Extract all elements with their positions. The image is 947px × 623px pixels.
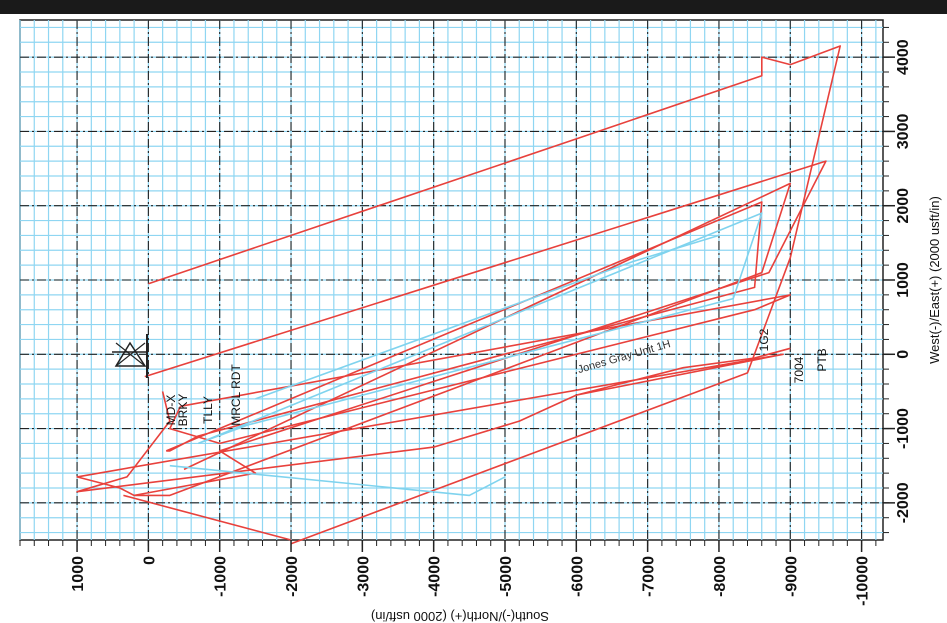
x-tick-label: -8000 [712, 556, 729, 597]
series-line [169, 294, 792, 445]
title-bar [0, 0, 947, 14]
x-tick-label: -9000 [783, 556, 800, 597]
x-tick-label: -4000 [427, 556, 444, 597]
series-line [255, 234, 720, 400]
series-line [123, 494, 292, 541]
y-tick-label: 0 [895, 350, 912, 359]
x-tick-label: 0 [141, 556, 158, 565]
y-tick-label: 3000 [895, 114, 912, 150]
y-tick-label: 4000 [895, 39, 912, 75]
series-line [148, 45, 842, 545]
series-line [134, 182, 792, 497]
x-tick-label: -7000 [641, 556, 658, 597]
x-axis-title: South(-)/North(+) (2000 usft/in) [371, 609, 549, 623]
y-tick-label: 2000 [895, 188, 912, 224]
plot-series [76, 45, 842, 545]
well-annotation: TLLY [201, 396, 215, 424]
y-tick-label: 1000 [895, 262, 912, 298]
series-line [76, 160, 827, 497]
y-tick-label: -1000 [895, 408, 912, 449]
well-annotation: 7004 [792, 356, 806, 383]
x-tick-label: -5000 [498, 556, 515, 597]
well-annotation: 1G2 [757, 328, 771, 351]
well-annotation: MD-X [164, 395, 178, 426]
series-line [169, 464, 506, 497]
x-tick-label: -1000 [213, 556, 230, 597]
drilling-rig-icon [112, 334, 148, 378]
well-annotation: BRKY [176, 394, 190, 427]
series-line [76, 391, 577, 493]
x-tick-label: -6000 [569, 556, 586, 597]
y-tick-label: -2000 [895, 482, 912, 523]
y-axis: 4000 3000 2000 1000 0 -1000 -2000 [883, 26, 912, 534]
well-annotation: MRCL RDT [229, 364, 243, 426]
x-tick-label: -3000 [355, 556, 372, 597]
y-axis-title: West(-)/East(+) (2000 usft/in) [927, 196, 942, 364]
series-line [165, 201, 763, 452]
x-axis: 1000 0 -1000 -2000 -3000 -4000 -5000 -6000 -7000… [19, 540, 877, 606]
x-tick-label: 1000 [70, 556, 87, 592]
x-tick-label: -10000 [855, 556, 872, 606]
x-tick-label: -2000 [284, 556, 301, 597]
series-line [197, 212, 763, 445]
well-annotation: PTB [815, 348, 829, 371]
